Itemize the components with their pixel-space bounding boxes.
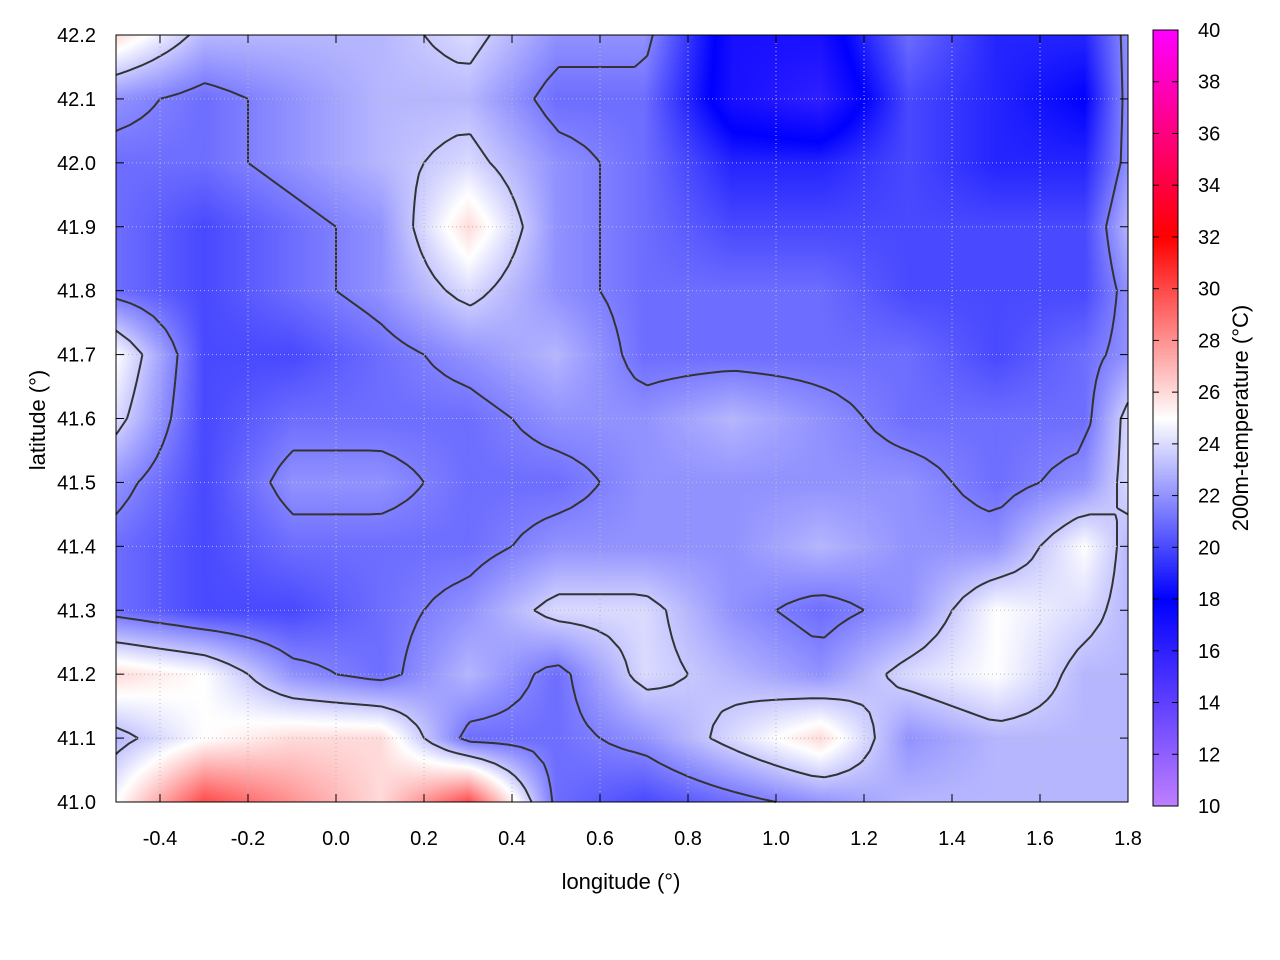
- x-tick-label: 1.2: [850, 828, 878, 850]
- y-tick-label: 41.7: [57, 345, 96, 367]
- x-tick-label: -0.2: [231, 828, 265, 850]
- y-tick-label: 42.2: [57, 25, 96, 47]
- y-tick-label: 41.9: [57, 217, 96, 239]
- y-tick-label: 41.3: [57, 600, 96, 622]
- x-tick-label: 0.8: [674, 828, 702, 850]
- y-tick-label: 41.2: [57, 664, 96, 686]
- colorbar-tick-label: 32: [1198, 227, 1220, 249]
- colorbar-tick-label: 40: [1198, 20, 1220, 42]
- y-tick-label: 41.4: [57, 536, 96, 558]
- y-tick-label: 41.8: [57, 281, 96, 303]
- x-tick-label: 0.0: [322, 828, 350, 850]
- y-tick-label: 42.1: [57, 89, 96, 111]
- colorbar-tick-label: 28: [1198, 330, 1220, 352]
- colorbar-label: 200m-temperature (°C): [1228, 305, 1253, 531]
- y-tick-label: 41.6: [57, 409, 96, 431]
- colorbar-tick-label: 26: [1198, 382, 1220, 404]
- y-tick-label: 41.5: [57, 472, 96, 494]
- x-tick-label: 0.6: [586, 828, 614, 850]
- y-axis-label: latitude (°): [25, 370, 50, 471]
- x-tick-label: 1.4: [938, 828, 966, 850]
- colorbar: [1153, 30, 1178, 806]
- colorbar-tick-label: 34: [1198, 175, 1220, 197]
- colorbar-tick-label: 18: [1198, 589, 1220, 611]
- colorbar-tick-label: 16: [1198, 641, 1220, 663]
- grid-lines: [116, 34, 1129, 803]
- y-tick-label: 41.1: [57, 728, 96, 750]
- y-tick-label: 41.0: [57, 792, 96, 814]
- colorbar-tick-label: 22: [1198, 486, 1220, 508]
- colorbar-tick-label: 38: [1198, 72, 1220, 94]
- colorbar-frame: [1152, 29, 1179, 807]
- colorbar-tick-label: 12: [1198, 744, 1220, 766]
- colorbar-tick-label: 30: [1198, 279, 1220, 301]
- contour-lines: [115, 34, 1129, 803]
- x-tick-label: 1.6: [1026, 828, 1054, 850]
- x-tick-label: 1.8: [1114, 828, 1142, 850]
- x-axis-label: longitude (°): [562, 869, 681, 894]
- colorbar-tick-label: 14: [1198, 693, 1220, 715]
- x-tick-label: 0.4: [498, 828, 526, 850]
- y-tick-label: 42.0: [57, 153, 96, 175]
- colorbar-tick-label: 20: [1198, 537, 1220, 559]
- colorbar-tick-label: 24: [1198, 434, 1220, 456]
- contour-line-21.5: [115, 34, 1124, 803]
- x-tick-label: -0.4: [143, 828, 177, 850]
- colorbar-tick-label: 36: [1198, 123, 1220, 145]
- x-tick-label: 0.2: [410, 828, 438, 850]
- ticks: -0.4 -0.2 0.0 0.2 0.4 0.6 0.8 1.0 1.2 1.4 1.6 1.8 41…: [57, 20, 1220, 850]
- colorbar-tick-label: 10: [1198, 796, 1220, 818]
- contour-line-23.5: [115, 34, 1129, 803]
- x-tick-label: 1.0: [762, 828, 790, 850]
